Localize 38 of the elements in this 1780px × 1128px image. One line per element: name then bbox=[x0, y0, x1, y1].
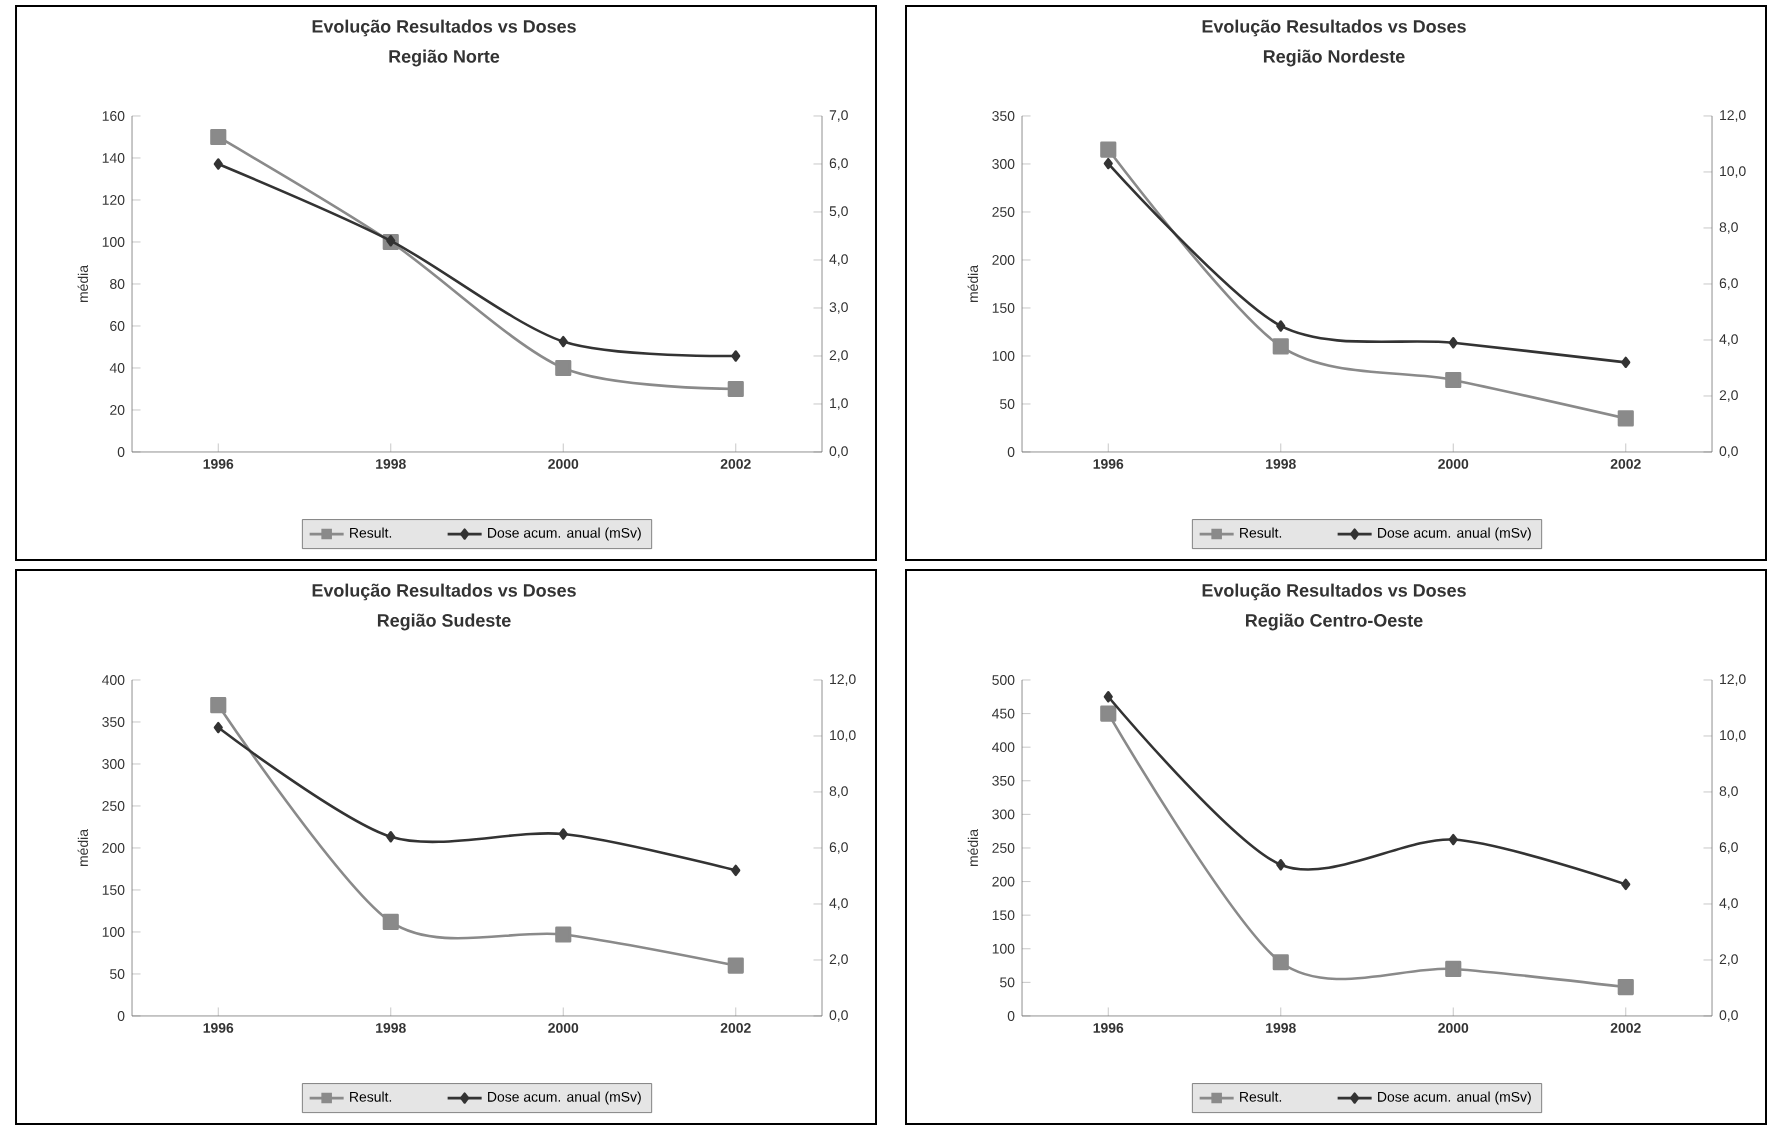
point bbox=[382, 913, 399, 930]
point bbox=[1445, 371, 1462, 389]
point bbox=[727, 957, 744, 974]
point bbox=[1448, 337, 1458, 349]
point bbox=[213, 721, 223, 734]
point bbox=[213, 158, 223, 170]
point bbox=[1103, 691, 1113, 703]
chart-subtitle: Região Centro-Oeste bbox=[1246, 613, 1423, 631]
point bbox=[1617, 410, 1634, 427]
point bbox=[1100, 141, 1117, 158]
point bbox=[731, 864, 741, 877]
chart-title: Evolução Resultados vs Doses bbox=[312, 19, 576, 37]
chart-title: Evolução Resultados vs Doses bbox=[1202, 19, 1466, 37]
point bbox=[1276, 320, 1286, 332]
chart-subtitle: Região Norte bbox=[389, 49, 500, 67]
chart-title: Evolução Resultados vs Doses bbox=[312, 583, 576, 601]
point bbox=[1276, 859, 1286, 871]
point bbox=[1272, 338, 1289, 355]
point bbox=[558, 828, 568, 840]
point bbox=[1103, 157, 1113, 170]
point bbox=[555, 926, 572, 943]
point bbox=[731, 350, 741, 362]
point bbox=[1272, 954, 1289, 971]
point bbox=[1617, 979, 1634, 996]
point bbox=[1100, 705, 1117, 722]
point bbox=[210, 697, 227, 714]
point bbox=[1448, 833, 1458, 846]
point bbox=[210, 128, 227, 146]
point bbox=[555, 359, 572, 377]
chart-subtitle: Região Sudeste bbox=[377, 613, 511, 631]
point bbox=[1621, 878, 1631, 891]
point bbox=[386, 831, 396, 843]
point bbox=[558, 335, 568, 348]
chart-title: Evolução Resultados vs Doses bbox=[1202, 583, 1466, 601]
point bbox=[1445, 960, 1462, 978]
point bbox=[1621, 356, 1631, 369]
point bbox=[727, 380, 744, 398]
chart-subtitle: Região Nordeste bbox=[1263, 49, 1405, 67]
